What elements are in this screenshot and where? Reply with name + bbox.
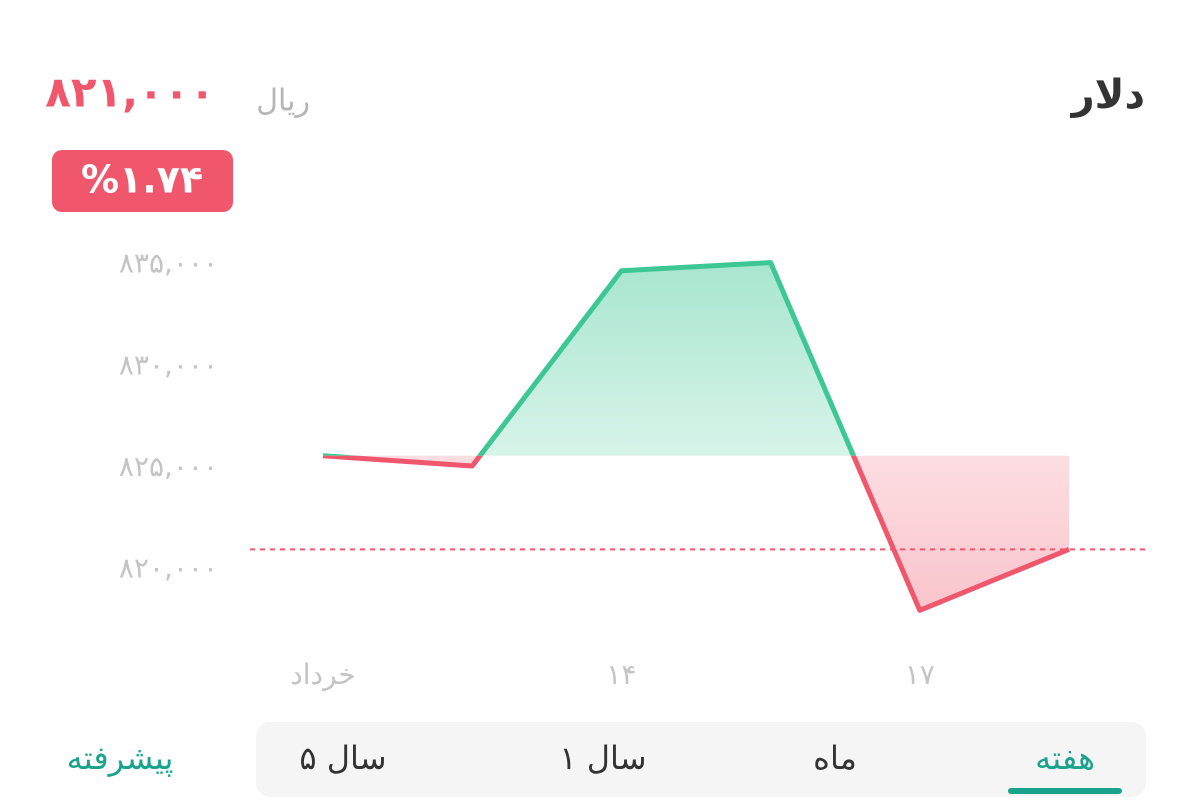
currency: ریال xyxy=(256,84,310,119)
tab-indicator xyxy=(1008,788,1122,794)
page-title: دلار xyxy=(1070,72,1145,118)
change-badge xyxy=(52,150,233,212)
tab[interactable]: هفته xyxy=(1035,739,1095,777)
chart: ۸۲۰,۰۰۰ ۸۲۵,۰۰۰ ۸۳۰,۰۰۰ ۸۳۵,۰۰۰ خرداد ۱۴ ۱۷ xyxy=(119,247,1145,691)
y-tick-label: ۸۲۵,۰۰۰ xyxy=(119,450,218,483)
price-line-down xyxy=(322,455,1070,613)
tabs: هفته ماه ۱ سال ۵ سال xyxy=(299,739,1122,794)
price: ۸۲۱,۰۰۰ xyxy=(45,68,215,117)
x-tick-label: ۱۷ xyxy=(905,658,935,691)
y-tick-label: ۸۳۰,۰۰۰ xyxy=(119,348,218,381)
x-tick-label: خرداد xyxy=(290,658,355,691)
area-down xyxy=(323,455,1069,611)
change-text: %۱.۷۴ xyxy=(81,158,203,202)
x-tick-label: ۱۴ xyxy=(606,658,636,691)
area-up xyxy=(479,262,854,456)
tab-bar xyxy=(256,722,1146,797)
tab[interactable]: ۱ سال xyxy=(559,739,646,777)
tab[interactable]: ماه xyxy=(813,739,857,777)
advanced-link[interactable]: پیشرفته xyxy=(67,739,174,777)
y-tick-label: ۸۲۰,۰۰۰ xyxy=(119,552,218,585)
tab[interactable]: ۵ سال xyxy=(299,739,386,777)
price-line-up xyxy=(323,260,857,456)
y-tick-label: ۸۳۵,۰۰۰ xyxy=(119,247,218,280)
